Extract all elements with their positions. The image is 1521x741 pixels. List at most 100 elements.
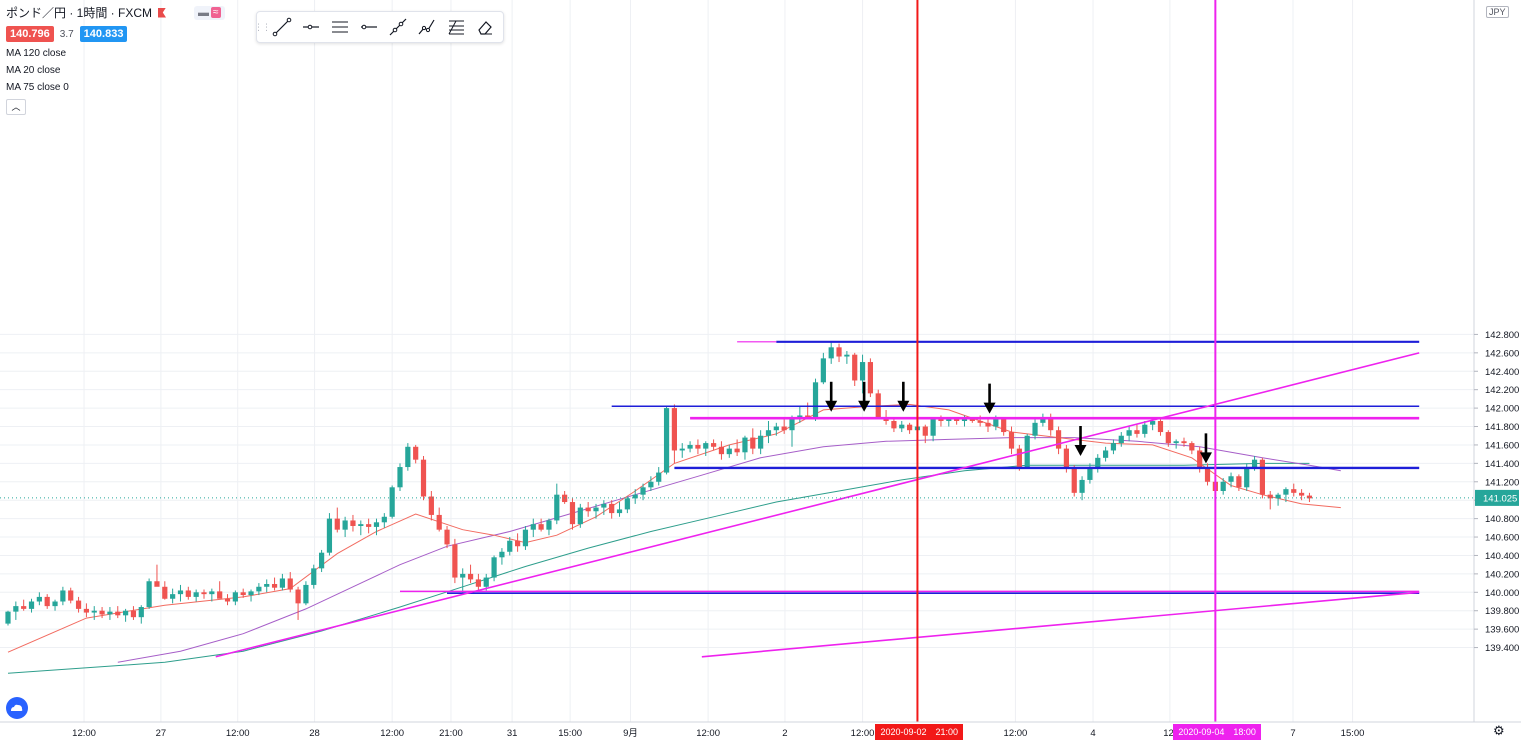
indicator-ma120[interactable]: MA 120 close [6, 48, 67, 59]
candle [1220, 478, 1226, 495]
candle-body [828, 347, 834, 359]
currency-label[interactable]: JPY [1486, 6, 1509, 18]
candle-body [977, 420, 983, 423]
candle-body [781, 426, 787, 431]
time-tick-label: 7 [1290, 728, 1295, 739]
grip-icon[interactable]: ⋮⋮ [254, 21, 271, 32]
candle [1118, 432, 1124, 447]
price-tick-label: 141.800 [1485, 422, 1519, 433]
price-tick-label: 139.800 [1485, 606, 1519, 617]
time-tick-label: 15:00 [558, 728, 582, 739]
candle-body [303, 584, 309, 604]
arrow-head [897, 400, 910, 412]
candle-body [773, 426, 779, 431]
dash-icon: ▬ [198, 6, 209, 19]
candle [1040, 413, 1046, 427]
time-tick-label: 12:00 [72, 728, 96, 739]
time-tick-label: 31 [507, 728, 518, 739]
candle [632, 489, 638, 504]
candle [1016, 444, 1022, 471]
candle-body [381, 516, 387, 523]
candle [797, 406, 803, 423]
eraser-tool[interactable] [470, 13, 499, 41]
down-arrow-icon [1199, 433, 1212, 464]
tradingview-logo-icon[interactable] [6, 697, 28, 719]
candle [1157, 419, 1164, 436]
indicator-ma20[interactable]: MA 20 close [6, 65, 61, 76]
candle-body [985, 422, 991, 427]
candle [789, 415, 795, 447]
candle [546, 518, 552, 536]
cloud-icon [11, 704, 23, 711]
price-tick-label: 140.400 [1485, 551, 1519, 562]
candle-body [1236, 476, 1242, 488]
candle-body [75, 600, 82, 609]
horizontal-ray-tool[interactable] [296, 13, 325, 41]
horizontal-ray-icon [302, 24, 319, 30]
path-tool[interactable] [412, 13, 441, 41]
candle [836, 343, 842, 363]
candle [985, 419, 991, 433]
parallel-channel-tool[interactable] [325, 13, 354, 41]
ask-price-button[interactable]: 140.833 [79, 26, 128, 42]
fib-retracement-icon [448, 20, 464, 35]
candle-body [1259, 459, 1265, 495]
candle [687, 441, 693, 453]
fib-retracement-tool[interactable] [441, 13, 470, 41]
extended-line-icon [389, 18, 406, 36]
candle [185, 586, 191, 600]
candle [907, 422, 913, 434]
candle-body [569, 502, 576, 525]
indicator-ma75[interactable]: MA 75 close 0 [6, 82, 69, 93]
horizontal-line-tool[interactable] [354, 13, 383, 41]
candle-body [193, 592, 199, 597]
candle [663, 406, 670, 475]
candle [601, 500, 607, 515]
candle [1259, 457, 1265, 499]
candle [1008, 426, 1015, 455]
trend-line-icon [272, 17, 291, 37]
candle-body [577, 507, 583, 525]
extended-line-tool[interactable] [383, 13, 412, 41]
eraser-icon [477, 21, 492, 35]
price-tick-label: 141.400 [1485, 459, 1519, 470]
time-tick-label: 12:00 [226, 728, 250, 739]
candle-body [460, 573, 466, 578]
candle-body [1157, 420, 1164, 433]
candle [773, 422, 779, 436]
candle [656, 467, 662, 486]
collapse-legend-button[interactable]: ︿ [6, 99, 26, 115]
candle-body [648, 481, 654, 488]
compare-chip[interactable]: ▬ ≈ [194, 5, 225, 20]
time-tick-label: 2 [782, 728, 787, 739]
candle-body [899, 424, 905, 429]
candle [648, 476, 654, 491]
candle-body [436, 514, 442, 530]
price-tick-label: 142.200 [1485, 385, 1519, 396]
candle [695, 439, 701, 455]
candle [569, 498, 576, 530]
candle-body [875, 393, 881, 418]
candle [21, 599, 27, 611]
candle [232, 590, 238, 606]
candle [201, 589, 207, 599]
candle-body [930, 419, 936, 436]
candle [60, 586, 66, 606]
candle-body [162, 586, 168, 599]
candle [460, 568, 466, 593]
candle [138, 605, 144, 624]
bid-price-button[interactable]: 140.796 [6, 26, 54, 42]
arrow-head [983, 402, 996, 414]
candle-body [938, 419, 944, 421]
candle-body [1126, 430, 1132, 436]
candle [248, 589, 254, 602]
candle-body [1095, 457, 1101, 468]
candle-body [319, 552, 325, 569]
trend-line-tool[interactable] [267, 13, 296, 41]
gear-icon[interactable]: ⚙ [1493, 723, 1505, 738]
candle [397, 463, 403, 491]
candle [585, 502, 591, 517]
symbol-title[interactable]: ポンド／円 · 1時間 · FXCM [6, 6, 152, 20]
